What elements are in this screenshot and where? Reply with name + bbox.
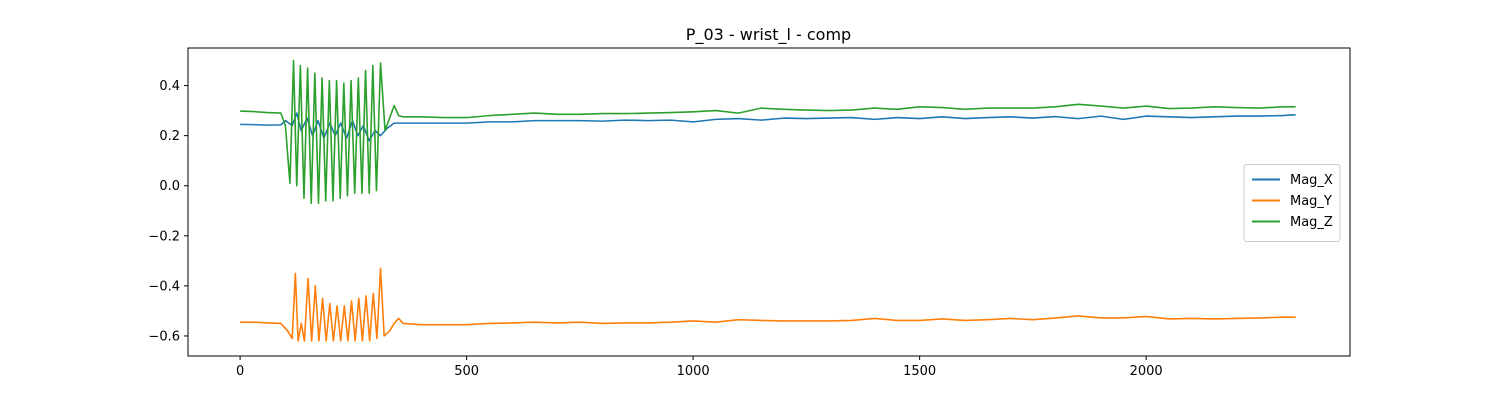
y-tick-label: −0.2 xyxy=(148,229,180,244)
series-line-mag-z xyxy=(240,59,1296,205)
axis-ticks: 0 500 1000 1500 2000 −0.6 −0.4 −0.2 0.0 0.2 0.4 xyxy=(148,79,1162,379)
legend-label: Mag_Y xyxy=(1290,194,1332,209)
chart-title: P_03 - wrist_l - comp xyxy=(686,25,851,45)
y-tick-label: 0.4 xyxy=(159,79,180,94)
y-tick-label: 0.2 xyxy=(159,129,180,144)
plot-area xyxy=(240,59,1296,342)
x-tick-label: 500 xyxy=(454,364,479,379)
x-tick-label: 1000 xyxy=(677,364,710,379)
legend-label: Mag_Z xyxy=(1290,215,1333,230)
y-tick-label: 0.0 xyxy=(159,179,180,194)
axes-frame xyxy=(187,47,1351,357)
x-tick-label: 1500 xyxy=(903,364,936,379)
legend: Mag_X Mag_Y Mag_Z xyxy=(1243,164,1341,242)
x-tick-label: 0 xyxy=(236,364,244,379)
series-line-mag-x xyxy=(240,112,1296,142)
x-tick-label: 2000 xyxy=(1130,364,1163,379)
series-line-mag-y xyxy=(240,267,1296,342)
y-tick-label: −0.6 xyxy=(148,329,180,344)
y-tick-label: −0.4 xyxy=(148,279,180,294)
legend-label: Mag_X xyxy=(1290,173,1333,188)
